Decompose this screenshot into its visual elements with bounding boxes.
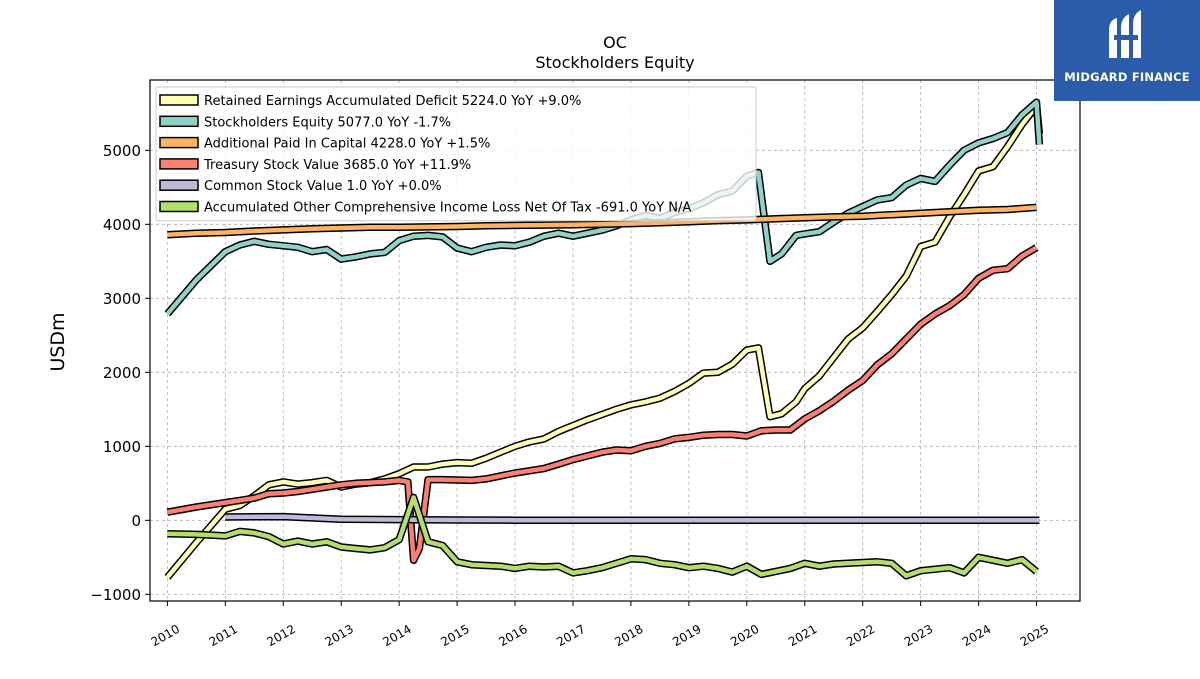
legend-label: Additional Paid In Capital 4228.0 YoY +1… [204, 137, 490, 152]
x-tick-label: 2016 [496, 622, 529, 649]
y-ticks: −1000 0 1000 2000 3000 4000 5000 [90, 142, 150, 604]
x-tick-label: 2021 [786, 622, 819, 649]
y-tick-label: 3000 [103, 290, 141, 308]
legend-label: Common Stock Value 1.0 YoY +0.0% [204, 179, 442, 194]
series-line-5 [167, 495, 1038, 579]
y-tick-label: 1000 [103, 438, 141, 456]
legend-label: Treasury Stock Value 3685.0 YoY +11.9% [203, 158, 471, 173]
chart-subtitle: Stockholders Equity [535, 53, 694, 72]
x-tick-label: 2012 [265, 622, 298, 649]
y-tick-label: 4000 [103, 216, 141, 234]
x-tick-label: 2019 [670, 622, 703, 649]
series-outline-3 [166, 244, 1039, 565]
series-line-4 [225, 514, 1040, 523]
series-line-3 [167, 245, 1038, 563]
y-tick-label: 2000 [103, 364, 141, 382]
brand-logo: MIDGARD FINANCE [1054, 0, 1200, 101]
legend-swatch [159, 200, 199, 213]
legend-box [155, 86, 757, 222]
legend-label: Accumulated Other Comprehensive Income L… [204, 201, 691, 216]
x-tick-label: 2010 [149, 622, 182, 649]
legend-swatch [159, 179, 199, 191]
legend-label: Stockholders Equity 5077.0 YoY -1.7% [204, 115, 451, 130]
brand-name: MIDGARD FINANCE [1064, 70, 1190, 84]
x-tick-label: 2023 [902, 622, 935, 649]
legend-swatch [159, 158, 199, 170]
midgard-logo-icon [1109, 10, 1141, 58]
x-tick-label: 2013 [322, 622, 355, 649]
y-tick-label: 0 [131, 512, 141, 530]
chart-title: OC [603, 33, 627, 52]
y-tick-label: 5000 [103, 142, 141, 160]
x-tick-label: 2024 [960, 622, 993, 649]
legend-label: Retained Earnings Accumulated Deficit 52… [204, 94, 581, 109]
x-tick-label: 2011 [207, 622, 240, 649]
x-tick-label: 2025 [1018, 622, 1051, 649]
x-ticks: 2010 2011 2012 2013 2014 2015 2016 2017 2018 2019… [149, 601, 1051, 649]
series-line-2 [167, 205, 1037, 237]
legend-swatch [159, 94, 199, 106]
legend-swatch [159, 115, 199, 128]
legend: Retained Earnings Accumulated Deficit 52… [155, 86, 757, 222]
x-tick-label: 2018 [612, 622, 645, 649]
x-tick-label: 2020 [728, 622, 761, 649]
plot-frame [149, 79, 1081, 602]
y-tick-label: −1000 [90, 586, 141, 604]
x-tick-label: 2022 [844, 622, 877, 649]
x-tick-label: 2014 [380, 622, 413, 649]
series-outline-5 [167, 493, 1039, 580]
legend-swatch [159, 136, 199, 149]
y-axis-label: USDm [47, 312, 69, 371]
x-tick-label: 2017 [554, 622, 587, 649]
x-tick-label: 2015 [438, 622, 471, 649]
